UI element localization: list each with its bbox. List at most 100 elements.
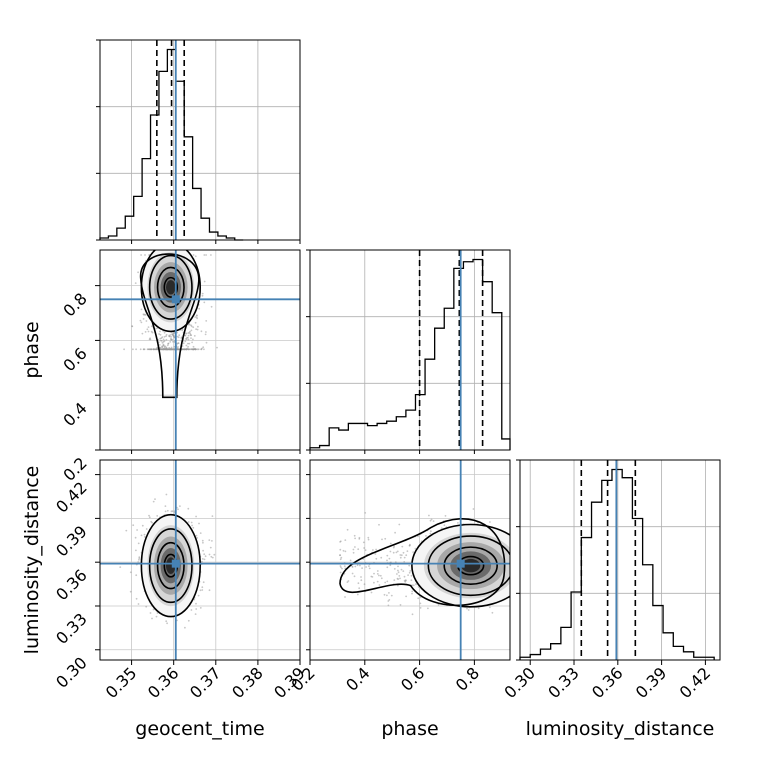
sample-point (188, 348, 190, 351)
sample-point (419, 596, 422, 599)
histogram-phase (309, 258, 511, 450)
x-tick-label: 0.8 (452, 663, 483, 694)
y-tick-label: 0.36 (52, 566, 91, 605)
sample-point (163, 335, 166, 338)
sample-point (402, 551, 405, 554)
panel-frame-phase (309, 249, 511, 451)
sample-point (399, 556, 402, 559)
sample-point (191, 524, 194, 527)
sample-point (200, 348, 203, 351)
sample-point (140, 321, 143, 324)
sample-point (161, 341, 164, 344)
sample-point (141, 332, 144, 335)
sample-point (378, 574, 380, 577)
sample-point (201, 589, 204, 591)
sample-point (210, 254, 212, 256)
x-tick-label: 0.36 (144, 663, 183, 702)
sample-point (344, 539, 347, 541)
sample-point (381, 538, 383, 541)
sample-point (164, 510, 167, 513)
sample-point (149, 348, 152, 351)
sample-point (208, 589, 211, 592)
sample-point (341, 567, 343, 570)
sample-point (190, 324, 192, 327)
sample-point (208, 553, 211, 556)
sample-point (201, 586, 204, 589)
sample-point (368, 565, 370, 567)
sample-point (202, 549, 205, 552)
sample-point (163, 340, 166, 342)
sample-point (158, 333, 161, 335)
sample-point (171, 333, 174, 336)
sample-point (132, 524, 135, 527)
sample-point (193, 335, 196, 337)
sample-point (339, 571, 342, 574)
panel-frame-geocent_time (99, 39, 301, 241)
sample-point (182, 342, 185, 345)
sample-point (354, 537, 356, 540)
sample-point (363, 547, 365, 549)
sample-point (163, 331, 166, 334)
sample-point (154, 348, 157, 351)
sample-point (360, 576, 362, 578)
sample-point (388, 592, 390, 594)
sample-point (357, 582, 360, 585)
sample-point (196, 328, 199, 331)
sample-point (148, 516, 151, 519)
sample-point (399, 554, 402, 556)
sample-point (147, 330, 150, 333)
sample-point (389, 542, 392, 545)
sample-point (177, 342, 180, 345)
x-axis-label-geocent_time: geocent_time (135, 718, 264, 740)
sample-point (389, 550, 392, 553)
sample-point (397, 569, 399, 572)
sample-point (343, 565, 346, 567)
sample-point (400, 568, 403, 571)
sample-point (408, 564, 411, 567)
sample-point (194, 613, 197, 615)
sample-point (162, 338, 165, 341)
sample-point (165, 347, 168, 350)
sample-point (185, 332, 188, 335)
sample-point (210, 305, 213, 308)
sample-point (197, 325, 199, 328)
sample-point (208, 539, 211, 541)
sample-point (164, 346, 166, 348)
sample-point (380, 577, 383, 580)
sample-point (192, 326, 195, 329)
sample-point (432, 520, 435, 522)
sample-point (165, 338, 168, 341)
sample-point (339, 558, 342, 561)
sample-point (344, 596, 346, 598)
sample-point (179, 505, 181, 507)
sample-point (386, 580, 389, 583)
sample-point (136, 529, 139, 531)
x-axis-label-luminosity_distance: luminosity_distance (526, 718, 715, 740)
density-phase-luminosity_distance (339, 508, 510, 616)
x-tick-label: 0.36 (588, 663, 627, 702)
sample-point (172, 340, 174, 343)
sample-point (411, 584, 414, 587)
sample-point (364, 549, 367, 551)
sample-point (457, 522, 459, 524)
sample-point (428, 514, 430, 517)
sample-point (387, 600, 390, 602)
sample-point (386, 594, 388, 597)
y-axis-label-phase: phase (21, 321, 43, 378)
sample-point (144, 314, 147, 316)
sample-point (201, 539, 204, 542)
sample-point (196, 537, 199, 539)
sample-point (198, 522, 200, 525)
contour-line (443, 546, 498, 585)
sample-point (173, 345, 176, 348)
sample-point (145, 320, 148, 322)
sample-point (393, 579, 396, 581)
sample-point (190, 337, 192, 339)
sample-point (143, 533, 146, 536)
sample-point (134, 282, 137, 284)
sample-point (165, 333, 168, 336)
sample-point (187, 336, 189, 339)
sample-point (400, 554, 403, 557)
sample-point (357, 548, 360, 551)
sample-point (356, 564, 359, 567)
